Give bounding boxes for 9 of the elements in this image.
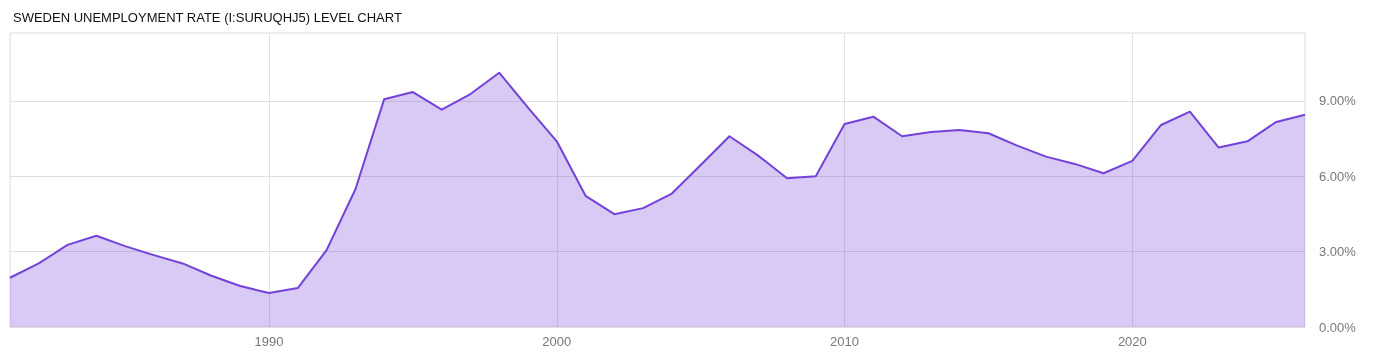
x-tick-label: 2010: [830, 334, 860, 349]
chart-title: SWEDEN UNEMPLOYMENT RATE (I:SURUQHJ5) LEVEL CHART: [13, 10, 402, 25]
y-tick-label: 0.00%: [1319, 319, 1357, 335]
x-tick-label: 1990: [254, 334, 284, 349]
y-tick-label: 9.00%: [1319, 93, 1357, 109]
x-tick-label: 2000: [542, 334, 572, 349]
y-tick-label: 3.00%: [1319, 244, 1357, 260]
y-tick-label: 6.00%: [1319, 168, 1357, 184]
x-tick-label: 2020: [1117, 334, 1147, 349]
